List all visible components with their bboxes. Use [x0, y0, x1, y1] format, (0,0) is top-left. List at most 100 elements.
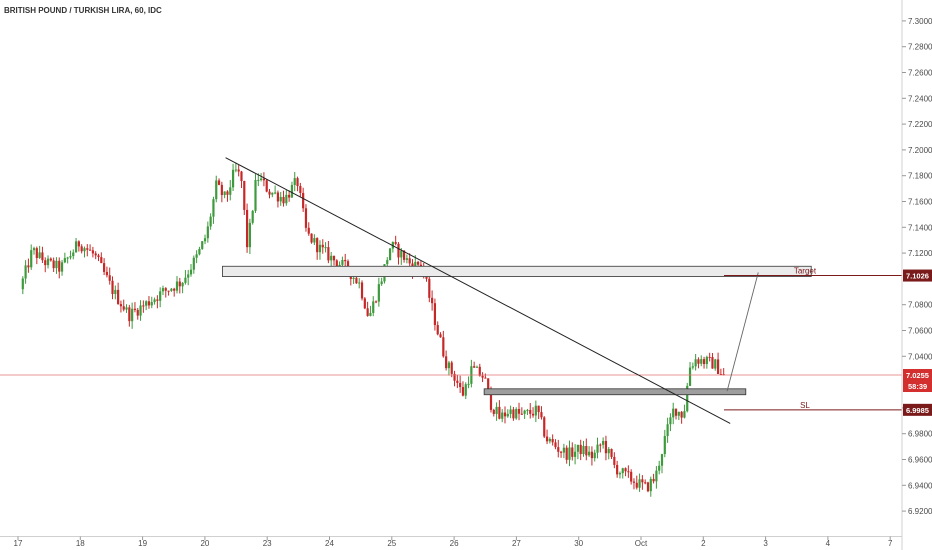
candle-up [509, 409, 512, 414]
candle-up [588, 451, 591, 456]
candle-up [254, 180, 257, 211]
candle-down [478, 366, 481, 376]
y-tick-label: 7.2200 [908, 120, 932, 129]
stop-loss-label: SL [800, 401, 810, 410]
candle-down [722, 374, 725, 376]
candle-down [498, 406, 501, 419]
candle-down [416, 261, 420, 265]
candle-down [520, 413, 523, 415]
candle-down [321, 244, 324, 248]
candle-up [515, 408, 518, 419]
x-tick-label: 26 [450, 539, 459, 548]
candle-up [576, 444, 579, 452]
candle-up [602, 440, 605, 445]
candle-down [559, 451, 563, 453]
projection-arrow [726, 272, 759, 392]
candle-down [543, 417, 546, 437]
candle-down [282, 196, 285, 204]
candle-down [237, 169, 240, 172]
y-tick-label: 6.9600 [908, 456, 932, 465]
target-label: Target [794, 267, 817, 276]
candle-up [658, 465, 661, 471]
candle-up [666, 424, 669, 437]
candle-down [100, 257, 103, 264]
candle-down [461, 387, 465, 396]
candle-up [271, 192, 274, 195]
support-zone [483, 388, 747, 396]
candle-down [540, 412, 543, 418]
candle-up [181, 282, 184, 287]
candle-down [88, 249, 92, 251]
candle-up [234, 169, 237, 171]
time-axis[interactable]: 17 18 19 20 23 24 25 26 27 30 Oct 2 3 4 7 [14, 536, 893, 549]
candle-down [489, 389, 493, 410]
candle-down [44, 260, 47, 266]
y-tick-label: 7.1400 [908, 223, 932, 232]
candle-down [240, 171, 243, 181]
candle-down [492, 409, 495, 414]
candle-up [125, 307, 128, 310]
candle-down [103, 263, 106, 272]
candle-down [613, 456, 616, 465]
candle-down [119, 304, 123, 307]
candle-up [523, 410, 526, 414]
trendline [225, 157, 731, 424]
candle-up [607, 448, 610, 454]
candle-up [324, 247, 327, 249]
candle-down [456, 380, 459, 383]
candle-up [691, 366, 694, 368]
candle-down [579, 444, 582, 455]
candle-down [217, 180, 221, 185]
candle-down [529, 409, 532, 414]
candle-down [304, 208, 308, 228]
x-tick-label: 18 [76, 539, 85, 548]
candle-down [445, 356, 448, 369]
candle-up [562, 447, 565, 453]
candle-up [447, 362, 451, 369]
candle-up [330, 255, 333, 261]
price-badges: 7.1026 6.9985 7.0255 58:39 [903, 269, 932, 416]
candle-up [573, 451, 577, 457]
candle-down [610, 448, 613, 457]
x-tick-label: 19 [138, 539, 147, 548]
candle-down [108, 275, 111, 281]
candle-up [209, 216, 212, 227]
candle-down [652, 478, 655, 482]
candle-down [545, 436, 549, 442]
y-tick-label: 6.9800 [908, 430, 932, 439]
candle-up [688, 367, 692, 386]
candle-up [24, 265, 27, 279]
candle-up [55, 260, 58, 269]
candle-down [111, 280, 114, 294]
x-tick-label: 30 [574, 539, 583, 548]
candle-down [299, 186, 302, 193]
candle-down [585, 445, 588, 456]
candle-up [663, 436, 666, 455]
candle-up [369, 312, 372, 316]
candle-down [335, 260, 338, 267]
candle-up [203, 238, 207, 242]
candle-up [231, 169, 235, 188]
x-tick-label: 27 [512, 539, 521, 548]
candle-down [344, 260, 347, 262]
candle-down [719, 373, 722, 375]
candle-down [366, 308, 369, 316]
candle-up [318, 244, 322, 253]
x-tick-label: 23 [263, 539, 272, 548]
candle-down [512, 409, 515, 419]
candle-up [534, 405, 537, 416]
candle-up [596, 444, 599, 453]
price-axis[interactable]: 7.3000 7.2800 7.2600 7.2400 7.2200 7.2000 7.18… [902, 17, 932, 516]
candle-up [206, 226, 209, 239]
candle-up [475, 366, 479, 368]
candle-up [189, 269, 193, 275]
candle-down [450, 362, 453, 374]
y-tick-label: 7.0800 [908, 301, 932, 310]
candle-down [77, 241, 80, 247]
candle-down [27, 265, 30, 268]
y-tick-label: 7.3000 [908, 17, 932, 26]
candle-down [49, 258, 52, 261]
y-tick-label: 7.1800 [908, 172, 932, 181]
candle-down [302, 192, 305, 209]
